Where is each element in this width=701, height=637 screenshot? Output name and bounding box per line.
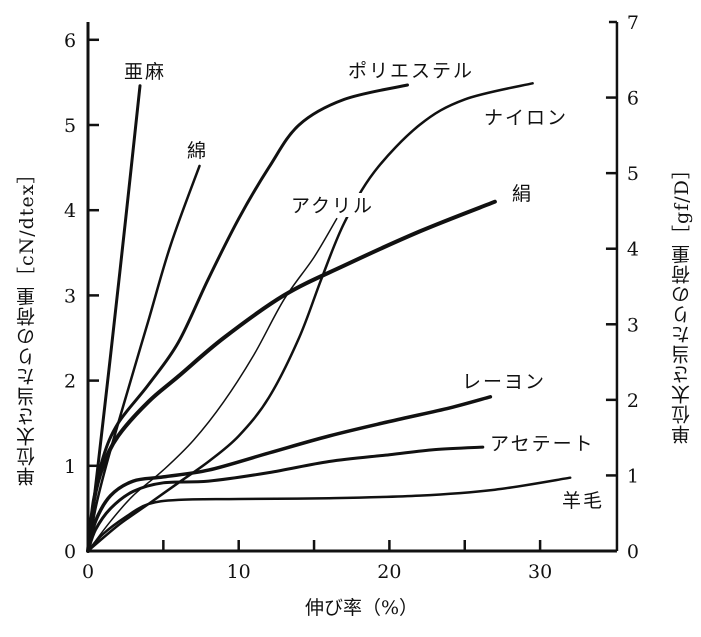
label-backing [459,369,547,393]
left-y-tick-label: 5 [64,115,76,137]
x-tick-label: 10 [227,561,251,583]
series-label-3: ナイロン [484,107,568,129]
series-label-0: 亜麻 [124,61,166,83]
curve-7 [86,445,485,553]
axes: 0 1 2 3 4 5 6 0 1 2 3 4 5 6 7 0 10 20 30 [64,12,639,583]
right-y-tick-label: 1 [627,465,639,487]
right-y-tick-label: 0 [627,541,639,563]
right-y-tick-label: 2 [627,390,639,412]
label-backing [345,58,477,82]
label-backing [509,181,531,205]
series-label-1: 綿 [187,140,208,162]
curve-1 [86,164,201,553]
x-tick-label: 0 [82,561,94,583]
x-axis-title: 伸び率（%） [305,597,418,619]
right-y-tick-label: 4 [627,239,639,261]
curve-5 [86,199,497,553]
right-y-tick-label: 3 [627,314,639,336]
left-y-tick-label: 6 [64,30,76,52]
left-axis-title: 単位太さ当たりの荷重［cN/dtex］ [16,163,38,486]
right-y-tick-label: 6 [627,88,639,110]
left-y-tick-label: 4 [64,200,76,222]
curve-4 [87,217,338,552]
series-label-8: 羊毛 [562,490,604,512]
series-label-5: 絹 [512,183,533,205]
label-backing [487,431,597,455]
label-backing [121,59,165,83]
series-label-7: アセテート [490,433,595,455]
series-curves [86,82,572,553]
curve-6 [86,395,493,553]
series-label-4: アクリル [291,195,374,217]
curve-8 [86,476,572,553]
left-y-tick-label: 2 [64,371,76,393]
left-y-tick-label: 3 [64,285,76,307]
left-y-tick-label: 0 [64,541,76,563]
right-y-tick-label: 7 [627,12,639,34]
x-tick-label: 30 [528,561,552,583]
label-backing [288,193,376,217]
right-y-tick-label: 5 [627,163,639,185]
curve-3 [86,82,534,553]
series-label-6: レーヨン [462,371,546,393]
label-backing [184,138,206,162]
left-y-tick-label: 1 [64,456,76,478]
label-backing [481,105,569,129]
x-tick-label: 20 [377,561,401,583]
label-backing [559,488,603,512]
curve-2 [86,83,409,553]
series-label-2: ポリエステル [348,60,474,82]
right-axis-title: 単位太さ当たりの荷重［gf/D］ [671,159,693,444]
